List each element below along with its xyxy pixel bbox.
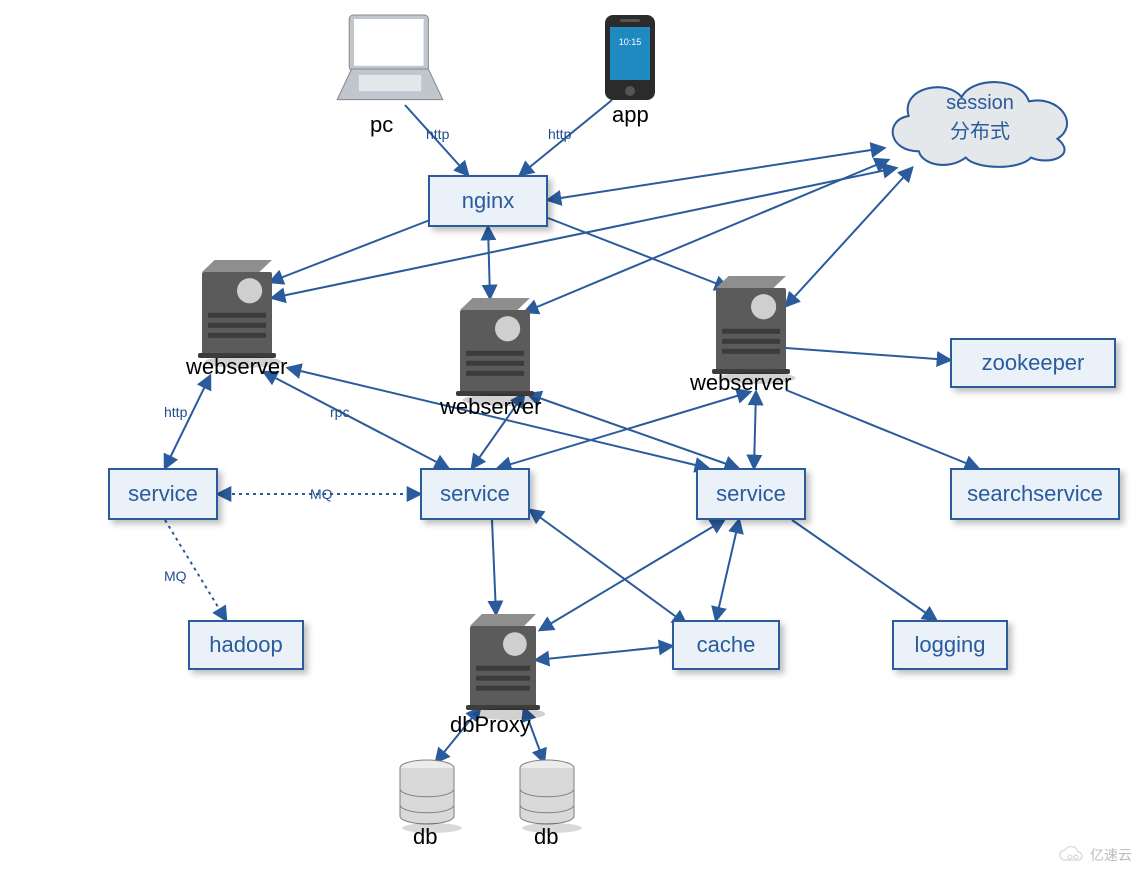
edge-10 [165, 376, 210, 468]
edge-10-label: http [164, 404, 187, 420]
label-ws2: webserver [440, 394, 541, 420]
svg-text:10:15: 10:15 [619, 37, 642, 47]
watermark: 亿速云 [1058, 845, 1132, 865]
node-cache-label: cache [697, 632, 756, 658]
edge-20 [492, 520, 496, 614]
edge-7 [525, 160, 888, 312]
label-ws3: webserver [690, 370, 791, 396]
node-zookeeper-label: zookeeper [982, 350, 1085, 376]
node-service1-label: service [128, 481, 198, 507]
node-service3: service [696, 468, 806, 520]
node-zookeeper: zookeeper [950, 338, 1116, 388]
edge-9 [786, 348, 950, 360]
edge-2 [270, 220, 430, 282]
edge-16 [754, 392, 756, 468]
node-service2: service [420, 468, 530, 520]
node-logging: logging [892, 620, 1008, 670]
watermark-text: 亿速云 [1090, 845, 1132, 865]
edge-24 [792, 520, 936, 620]
edge-3 [488, 227, 490, 298]
label-db1: db [413, 824, 437, 850]
edge-0-label: http [426, 126, 449, 142]
edge-6 [272, 168, 896, 298]
node-session-label: session 分布式 [946, 92, 1014, 144]
node-nginx-label: nginx [462, 188, 515, 214]
node-searchservice-label: searchservice [967, 481, 1103, 507]
edge-1-label: http [548, 126, 571, 142]
node-hadoop: hadoop [188, 620, 304, 670]
edge-11-label: rpc [330, 404, 349, 420]
edge-5 [548, 148, 884, 200]
edge-18-label: MQ [310, 486, 333, 502]
node-hadoop-label: hadoop [209, 632, 282, 658]
edge-23 [716, 520, 739, 620]
edge-21 [530, 510, 686, 624]
label-db2: db [534, 824, 558, 850]
edge-11 [264, 372, 448, 468]
node-logging-label: logging [915, 632, 986, 658]
label-app: app [612, 102, 649, 128]
node-searchservice: searchservice [950, 468, 1120, 520]
edge-19-label: MQ [164, 568, 187, 584]
label-pc: pc [370, 112, 393, 138]
node-cache: cache [672, 620, 780, 670]
node-service1: service [108, 468, 218, 520]
node-nginx: nginx [428, 175, 548, 227]
node-service2-label: service [440, 481, 510, 507]
label-dbproxy: dbProxy [450, 712, 531, 738]
edge-17 [786, 390, 978, 468]
edge-8 [786, 168, 912, 306]
node-service3-label: service [716, 481, 786, 507]
edge-25 [536, 646, 672, 660]
label-ws1: webserver [186, 354, 287, 380]
edge-4 [548, 218, 728, 288]
node-session: session 分布式 [878, 66, 1082, 170]
